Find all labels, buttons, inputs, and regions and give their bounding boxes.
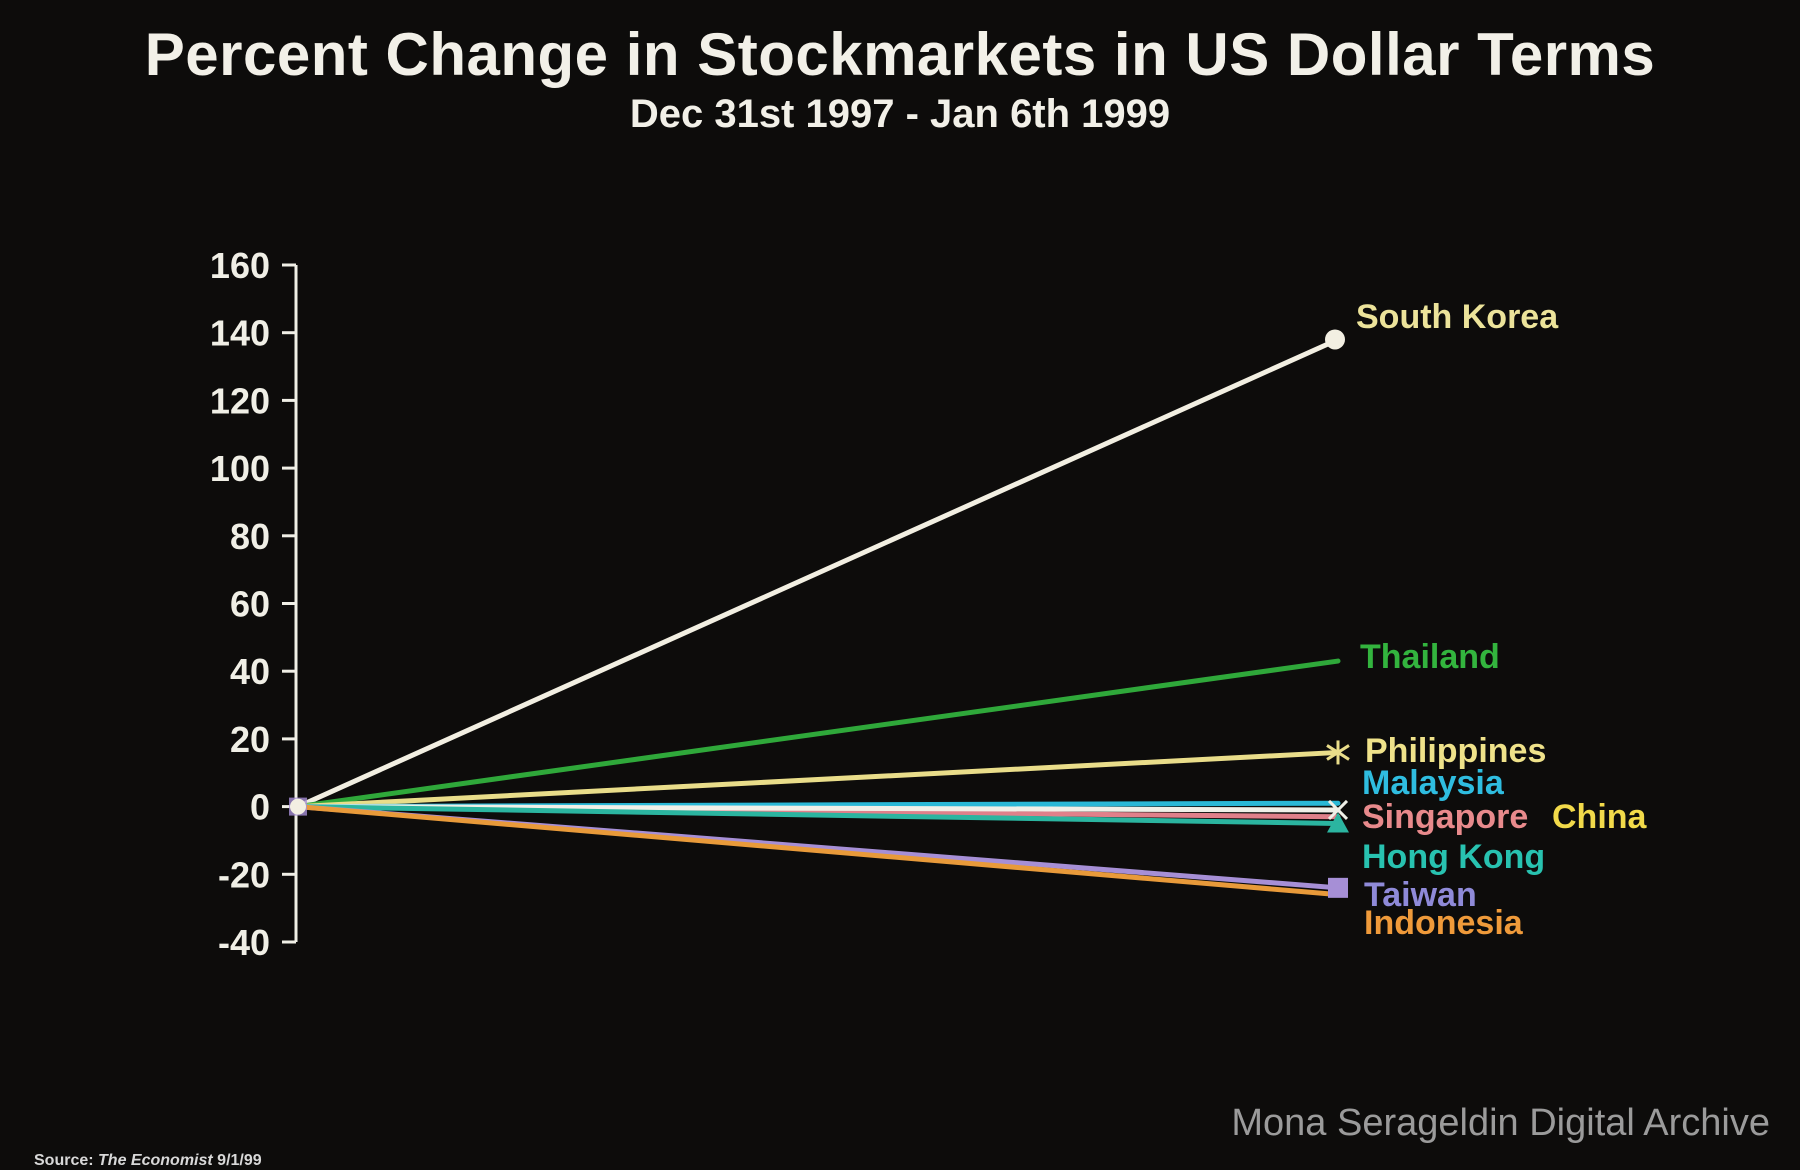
series-line-hong-kong bbox=[295, 804, 1341, 827]
y-tick-label: -40 bbox=[218, 922, 270, 963]
series-label-hong-kong: Hong Kong bbox=[1362, 838, 1545, 876]
series-label-philippines: Philippines bbox=[1365, 732, 1546, 770]
y-tick-label: -20 bbox=[218, 854, 270, 895]
source-publication: The Economist bbox=[98, 1152, 213, 1169]
series-label-malaysia: Malaysia bbox=[1362, 764, 1505, 802]
origin-marker bbox=[290, 798, 306, 815]
y-tick-label: 160 bbox=[210, 245, 270, 286]
end-marker-philippines bbox=[1326, 740, 1350, 765]
source-prefix: Source: bbox=[34, 1152, 94, 1169]
y-tick-label: 140 bbox=[210, 313, 270, 354]
series-label-taiwan: Taiwan bbox=[1364, 876, 1477, 914]
series-line-thailand bbox=[295, 658, 1341, 810]
source-date: 9/1/99 bbox=[217, 1152, 262, 1169]
y-tick-label: 40 bbox=[230, 651, 270, 692]
end-marker-taiwan bbox=[1328, 877, 1348, 898]
series-label-south-korea: South Korea bbox=[1356, 298, 1559, 336]
series-label-singapore: Singapore bbox=[1362, 798, 1528, 836]
y-tick-label: 80 bbox=[230, 516, 270, 557]
chart-title: Percent Change in Stockmarkets in US Dol… bbox=[144, 21, 1656, 88]
archive-watermark: Mona Serageldin Digital Archive bbox=[1231, 1102, 1770, 1144]
series-line-philippines bbox=[295, 749, 1341, 810]
series-label-china: China bbox=[1552, 798, 1648, 836]
y-tick-label: 100 bbox=[210, 448, 270, 489]
y-tick-label: 0 bbox=[250, 787, 270, 828]
series-line-south-korea bbox=[295, 336, 1341, 810]
source-note: Source: The Economist 9/1/99 bbox=[34, 1152, 262, 1170]
y-tick-label: 60 bbox=[230, 584, 270, 625]
end-marker-china bbox=[1327, 799, 1349, 821]
end-marker-hong-kong bbox=[1327, 812, 1349, 833]
chart-subtitle: Dec 31st 1997 - Jan 6th 1999 bbox=[629, 92, 1171, 136]
series-line-indonesia bbox=[295, 804, 1341, 898]
y-tick-label: 20 bbox=[230, 719, 270, 760]
end-marker-south-korea bbox=[1325, 329, 1345, 350]
series-label-thailand: Thailand bbox=[1360, 638, 1500, 676]
series-label-indonesia: Indonesia bbox=[1364, 904, 1524, 942]
y-tick-label: 120 bbox=[210, 380, 270, 421]
